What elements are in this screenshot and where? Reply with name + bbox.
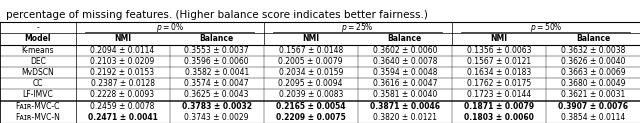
Text: 0.3871 ± 0.0046: 0.3871 ± 0.0046 xyxy=(370,102,440,111)
Text: 0.3854 ± 0.0114: 0.3854 ± 0.0114 xyxy=(561,113,625,122)
Text: LF-IMVC: LF-IMVC xyxy=(22,91,53,100)
Text: 0.3574 ± 0.0047: 0.3574 ± 0.0047 xyxy=(184,79,249,88)
Text: 0.1567 ± 0.0121: 0.1567 ± 0.0121 xyxy=(467,57,531,66)
Text: 0.3626 ± 0.0040: 0.3626 ± 0.0040 xyxy=(561,57,625,66)
Text: percentage of missing features. (Higher balance score indicates better fairness.: percentage of missing features. (Higher … xyxy=(6,10,428,20)
Text: 0.1803 ± 0.0060: 0.1803 ± 0.0060 xyxy=(464,113,534,122)
Text: K-means: K-means xyxy=(22,46,54,55)
Text: 0.3594 ± 0.0048: 0.3594 ± 0.0048 xyxy=(372,68,437,77)
Text: 0.2094 ± 0.0114: 0.2094 ± 0.0114 xyxy=(90,46,155,55)
Text: 0.1356 ± 0.0063: 0.1356 ± 0.0063 xyxy=(467,46,531,55)
Text: 0.3602 ± 0.0060: 0.3602 ± 0.0060 xyxy=(372,46,437,55)
Text: 0.2387 ± 0.0128: 0.2387 ± 0.0128 xyxy=(91,79,155,88)
Text: 0.3582 ± 0.0041: 0.3582 ± 0.0041 xyxy=(184,68,249,77)
Text: 0.1567 ± 0.0148: 0.1567 ± 0.0148 xyxy=(278,46,343,55)
Text: 0.3625 ± 0.0043: 0.3625 ± 0.0043 xyxy=(184,91,249,100)
Text: 0.3616 ± 0.0047: 0.3616 ± 0.0047 xyxy=(372,79,437,88)
Text: 0.1634 ± 0.0183: 0.1634 ± 0.0183 xyxy=(467,68,531,77)
Text: 0.3640 ± 0.0078: 0.3640 ± 0.0078 xyxy=(372,57,437,66)
Text: 0.3680 ± 0.0049: 0.3680 ± 0.0049 xyxy=(561,79,625,88)
Text: 0.2005 ± 0.0079: 0.2005 ± 0.0079 xyxy=(278,57,343,66)
Text: 0.1723 ± 0.0144: 0.1723 ± 0.0144 xyxy=(467,91,531,100)
Text: 0.2039 ± 0.0083: 0.2039 ± 0.0083 xyxy=(278,91,343,100)
Text: 0.2034 ± 0.0159: 0.2034 ± 0.0159 xyxy=(278,68,343,77)
Text: 0.3820 ± 0.0121: 0.3820 ± 0.0121 xyxy=(373,113,437,122)
Text: NMI: NMI xyxy=(114,34,131,43)
Text: -: - xyxy=(36,23,39,32)
Text: 0.2209 ± 0.0075: 0.2209 ± 0.0075 xyxy=(276,113,346,122)
Text: CC: CC xyxy=(33,79,43,88)
Text: DEC: DEC xyxy=(30,57,45,66)
Text: 0.2228 ± 0.0093: 0.2228 ± 0.0093 xyxy=(90,91,155,100)
Text: 0.3783 ± 0.0032: 0.3783 ± 0.0032 xyxy=(182,102,252,111)
Text: NMI: NMI xyxy=(490,34,508,43)
Text: Balance: Balance xyxy=(200,34,234,43)
Text: Balance: Balance xyxy=(388,34,422,43)
Text: $p = 0\%$: $p = 0\%$ xyxy=(156,21,184,34)
Text: 0.2165 ± 0.0054: 0.2165 ± 0.0054 xyxy=(276,102,346,111)
Text: 0.3581 ± 0.0040: 0.3581 ± 0.0040 xyxy=(372,91,437,100)
Text: 0.3663 ± 0.0069: 0.3663 ± 0.0069 xyxy=(561,68,625,77)
Text: 0.2471 ± 0.0041: 0.2471 ± 0.0041 xyxy=(88,113,157,122)
Text: $p = 25\%$: $p = 25\%$ xyxy=(341,21,374,34)
Text: 0.2192 ± 0.0153: 0.2192 ± 0.0153 xyxy=(90,68,155,77)
Text: 0.2103 ± 0.0209: 0.2103 ± 0.0209 xyxy=(90,57,155,66)
Text: 0.1762 ± 0.0175: 0.1762 ± 0.0175 xyxy=(467,79,531,88)
Text: Fᴀɪʀ-MVC-C: Fᴀɪʀ-MVC-C xyxy=(15,102,60,111)
Text: Balance: Balance xyxy=(576,34,610,43)
Text: 0.2095 ± 0.0094: 0.2095 ± 0.0094 xyxy=(278,79,343,88)
Text: 0.3621 ± 0.0031: 0.3621 ± 0.0031 xyxy=(561,91,625,100)
Text: MvDSCN: MvDSCN xyxy=(21,68,54,77)
Text: NMI: NMI xyxy=(302,34,319,43)
Text: 0.2459 ± 0.0078: 0.2459 ± 0.0078 xyxy=(90,102,155,111)
Text: 0.1871 ± 0.0079: 0.1871 ± 0.0079 xyxy=(464,102,534,111)
Text: 0.3596 ± 0.0060: 0.3596 ± 0.0060 xyxy=(184,57,249,66)
Text: Model: Model xyxy=(24,34,51,43)
Text: Fᴀɪʀ-MVC-N: Fᴀɪʀ-MVC-N xyxy=(15,113,60,122)
Text: 0.3632 ± 0.0038: 0.3632 ± 0.0038 xyxy=(561,46,625,55)
Text: $p = 50\%$: $p = 50\%$ xyxy=(529,21,563,34)
Text: 0.3553 ± 0.0037: 0.3553 ± 0.0037 xyxy=(184,46,249,55)
Text: 0.3743 ± 0.0029: 0.3743 ± 0.0029 xyxy=(184,113,249,122)
Text: 0.3907 ± 0.0076: 0.3907 ± 0.0076 xyxy=(558,102,628,111)
